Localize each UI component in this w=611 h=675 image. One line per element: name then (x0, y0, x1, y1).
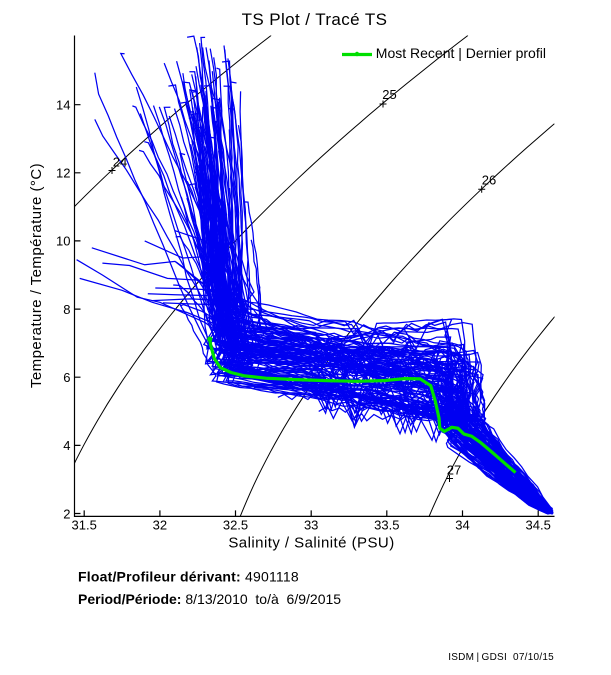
svg-text:14: 14 (56, 98, 70, 113)
svg-text:32: 32 (153, 518, 167, 533)
svg-text:ISDM | GDSI 07/10/15: ISDM | GDSI 07/10/15 (448, 652, 554, 663)
svg-text:33: 33 (304, 518, 318, 533)
svg-text:Temperature / Température (°C): Temperature / Température (°C) (28, 163, 45, 388)
svg-text:10: 10 (56, 234, 70, 249)
svg-text:32.5: 32.5 (223, 518, 248, 533)
svg-text:Salinity / Salinité (PSU): Salinity / Salinité (PSU) (228, 535, 394, 552)
svg-text:4: 4 (63, 438, 70, 453)
svg-text:31.5: 31.5 (72, 518, 97, 533)
svg-text:24: 24 (113, 155, 127, 170)
svg-text:34.5: 34.5 (526, 518, 551, 533)
svg-text:8: 8 (63, 302, 70, 317)
svg-text:25: 25 (382, 87, 396, 102)
svg-text:6: 6 (63, 370, 70, 385)
svg-text:33.5: 33.5 (374, 518, 399, 533)
svg-text:Most Recent | Dernier profil: Most Recent | Dernier profil (376, 45, 546, 61)
svg-text:Period/Période: 8/13/2010 to/: Period/Période: 8/13/2010 to/à 6/9/2015 (78, 591, 341, 607)
svg-text:Float/Profileur dérivant: 4901: Float/Profileur dérivant: 4901118 (78, 569, 299, 585)
svg-text:26: 26 (482, 173, 496, 188)
svg-text:TS Plot / Tracé TS: TS Plot / Tracé TS (242, 10, 388, 29)
svg-text:34: 34 (455, 518, 469, 533)
svg-text:27: 27 (447, 463, 461, 478)
svg-text:2: 2 (63, 506, 70, 521)
svg-text:12: 12 (56, 166, 70, 181)
